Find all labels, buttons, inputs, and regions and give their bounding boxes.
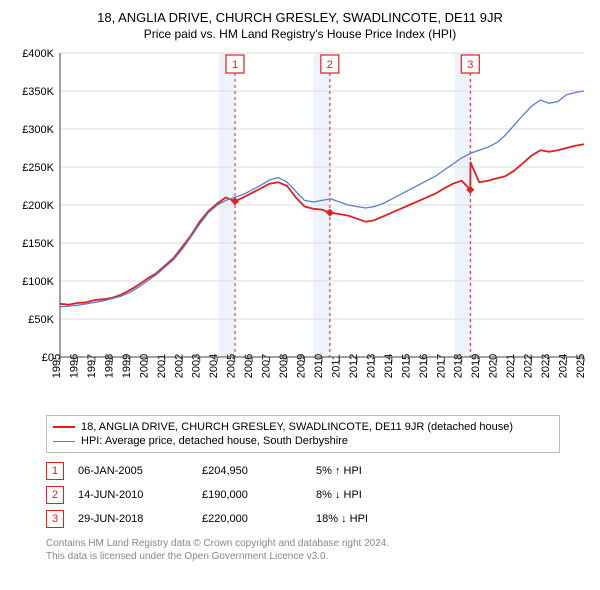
page-title: 18, ANGLIA DRIVE, CHURCH GRESLEY, SWADLI…	[10, 10, 590, 25]
svg-text:£250K: £250K	[22, 162, 54, 174]
svg-text:£150K: £150K	[22, 238, 54, 250]
transaction-delta: 5% ↑ HPI	[316, 465, 436, 477]
svg-text:£400K: £400K	[22, 48, 54, 60]
transaction-price: £190,000	[202, 489, 302, 501]
transaction-price: £204,950	[202, 465, 302, 477]
transaction-flag: 2	[46, 486, 64, 504]
svg-text:£50K: £50K	[28, 314, 54, 326]
legend-item: HPI: Average price, detached house, Sout…	[53, 434, 553, 448]
svg-text:2011: 2011	[330, 354, 342, 378]
legend-label: HPI: Average price, detached house, Sout…	[81, 435, 348, 447]
chart-legend: 18, ANGLIA DRIVE, CHURCH GRESLEY, SWADLI…	[46, 415, 560, 453]
table-row: 1 06-JAN-2005 £204,950 5% ↑ HPI	[46, 459, 556, 483]
svg-text:£350K: £350K	[22, 86, 54, 98]
legend-item: 18, ANGLIA DRIVE, CHURCH GRESLEY, SWADLI…	[53, 420, 553, 434]
attribution-line: Contains HM Land Registry data © Crown c…	[46, 537, 556, 550]
transaction-delta: 8% ↓ HPI	[316, 489, 436, 501]
svg-text:1: 1	[232, 59, 238, 71]
svg-text:£200K: £200K	[22, 200, 54, 212]
table-row: 3 29-JUN-2018 £220,000 18% ↓ HPI	[46, 507, 556, 531]
transaction-table: 1 06-JAN-2005 £204,950 5% ↑ HPI 2 14-JUN-2010…	[46, 459, 556, 531]
price-chart: £0£50K£100K£150K£200K£250K£300K£350K£400…	[10, 47, 590, 407]
transaction-date: 06-JAN-2005	[78, 465, 188, 477]
page-subtitle: Price paid vs. HM Land Registry's House …	[10, 27, 590, 41]
table-row: 2 14-JUN-2010 £190,000 8% ↓ HPI	[46, 483, 556, 507]
transaction-delta: 18% ↓ HPI	[316, 513, 436, 525]
svg-text:3: 3	[467, 59, 473, 71]
transaction-date: 14-JUN-2010	[78, 489, 188, 501]
attribution-line: This data is licensed under the Open Gov…	[46, 550, 556, 563]
legend-label: 18, ANGLIA DRIVE, CHURCH GRESLEY, SWADLI…	[81, 421, 513, 433]
transaction-price: £220,000	[202, 513, 302, 525]
transaction-flag: 1	[46, 462, 64, 480]
transaction-date: 29-JUN-2018	[78, 513, 188, 525]
legend-swatch	[53, 441, 75, 442]
legend-swatch	[53, 426, 75, 428]
svg-text:2: 2	[327, 59, 333, 71]
attribution-text: Contains HM Land Registry data © Crown c…	[46, 537, 556, 563]
svg-text:£300K: £300K	[22, 124, 54, 136]
transaction-flag: 3	[46, 510, 64, 528]
svg-text:£100K: £100K	[22, 276, 54, 288]
